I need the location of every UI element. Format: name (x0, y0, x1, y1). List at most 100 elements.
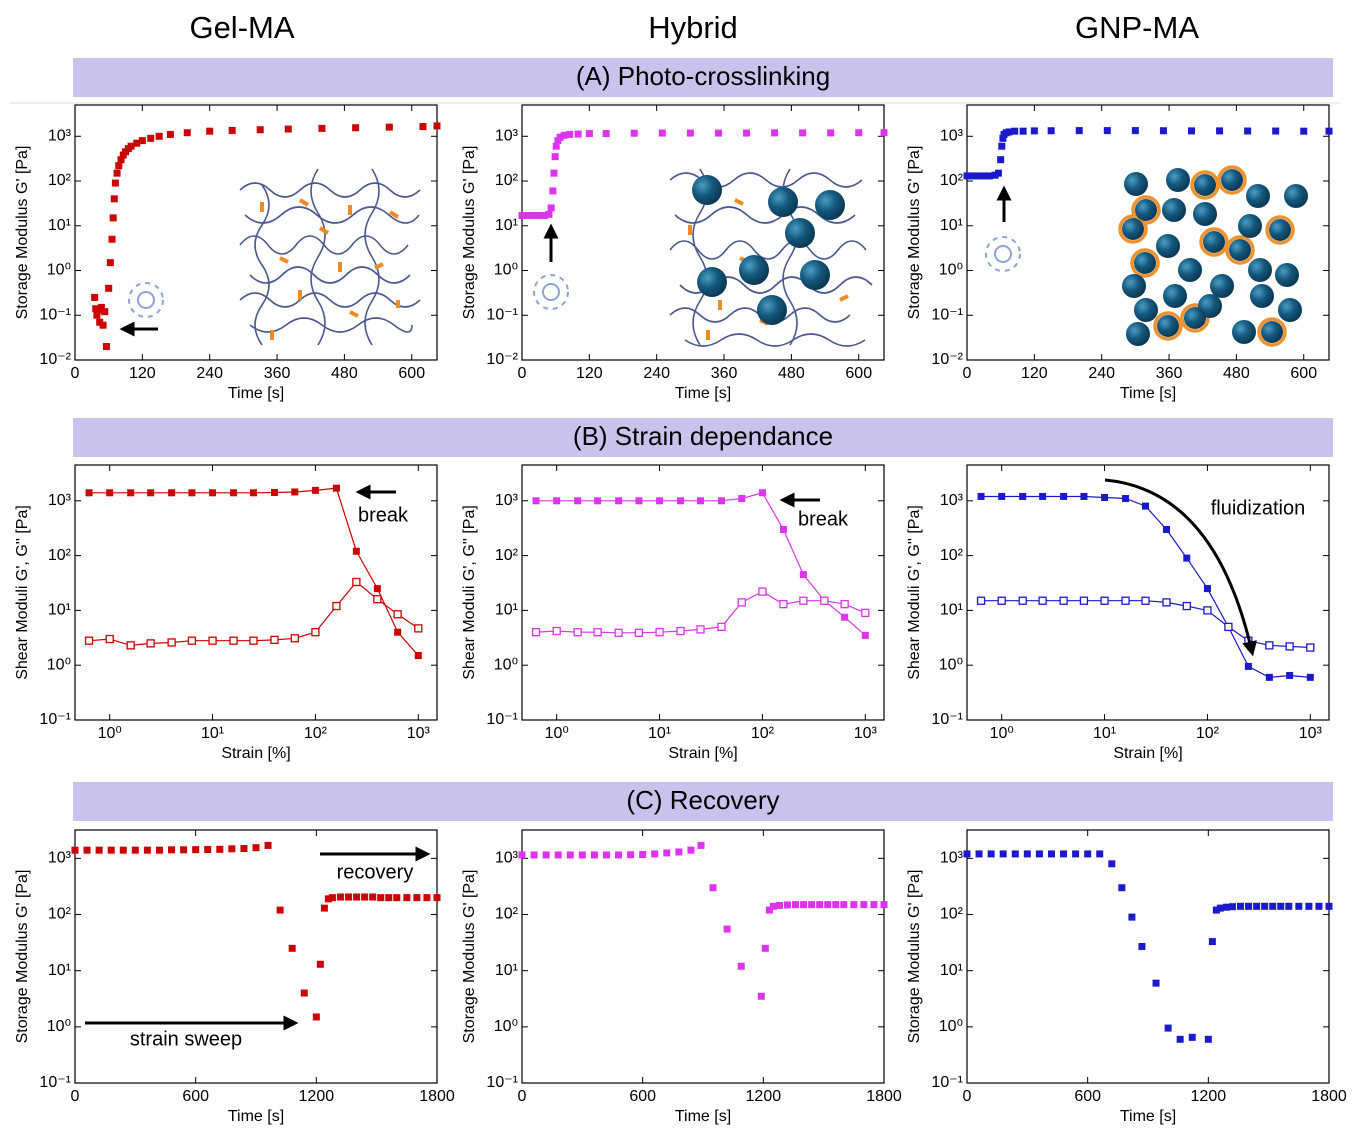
data-point (1036, 850, 1043, 857)
x-tick-label: 360 (711, 365, 738, 382)
data-point (374, 585, 381, 592)
data-point (168, 489, 175, 496)
data-point (1048, 850, 1055, 857)
data-point (759, 489, 766, 496)
data-point (574, 629, 581, 636)
data-point (675, 848, 682, 855)
x-tick-label: 0 (518, 1088, 527, 1105)
data-point (265, 842, 272, 849)
data-point (1277, 903, 1284, 910)
data-point (353, 548, 360, 555)
data-point (567, 851, 574, 858)
data-point (1272, 128, 1279, 135)
y-tick-label: 10⁻² (39, 351, 71, 368)
data-point (86, 637, 93, 644)
data-point (1205, 1036, 1212, 1043)
data-point (1261, 903, 1268, 910)
data-point (103, 343, 110, 350)
x-tick-label: 10³ (407, 725, 431, 742)
x-tick-label: 600 (629, 1088, 656, 1105)
data-point (374, 596, 381, 603)
data-point (1229, 903, 1236, 910)
data-point (738, 495, 745, 502)
data-point (1122, 495, 1129, 502)
data-point (1104, 127, 1111, 134)
data-point (1305, 903, 1312, 910)
data-point (677, 497, 684, 504)
x-tick-label: 10⁰ (990, 725, 1014, 742)
x-tick-label: 10¹ (201, 725, 224, 742)
data-point (329, 894, 336, 901)
data-point (206, 128, 213, 135)
x-tick-label: 10² (304, 725, 328, 742)
data-point (285, 126, 292, 133)
data-point (180, 846, 187, 853)
data-point (771, 129, 778, 136)
data-point (591, 851, 598, 858)
row-title: (B) Strain dependance (573, 421, 833, 451)
data-point (964, 850, 971, 857)
data-point (566, 131, 573, 138)
y-axis-title: Storage Modulus G' [Pa] (14, 870, 31, 1044)
data-point (1165, 1025, 1172, 1032)
data-point (639, 851, 646, 858)
data-point (1285, 903, 1292, 910)
y-tick-label: 10² (940, 906, 964, 923)
y-tick-label: 10⁻² (931, 351, 963, 368)
y-tick-label: 10³ (940, 127, 964, 144)
data-point (862, 609, 869, 616)
x-axis-title: Time [s] (675, 1108, 731, 1125)
data-point (998, 493, 1005, 500)
y-axis-title: Storage Modulus G' [Pa] (906, 870, 923, 1044)
x-tick-label: 600 (182, 1088, 209, 1105)
data-point (841, 601, 848, 608)
data-point (1286, 643, 1293, 650)
uv-light-icon (129, 283, 163, 317)
data-point (1177, 1036, 1184, 1043)
data-point (1183, 555, 1190, 562)
y-tick-label: 10³ (940, 492, 964, 509)
data-point (1101, 597, 1108, 604)
data-point (250, 637, 257, 644)
data-point (718, 497, 725, 504)
data-point (1132, 127, 1139, 134)
data-point (800, 901, 807, 908)
y-tick-label: 10³ (48, 127, 72, 144)
data-point (724, 926, 731, 933)
data-point (106, 636, 113, 643)
data-point (519, 851, 526, 858)
data-point (1163, 599, 1170, 606)
data-point (1266, 642, 1273, 649)
data-point (1039, 597, 1046, 604)
x-tick-label: 1800 (866, 1088, 902, 1105)
data-point (780, 526, 787, 533)
annotation: recovery (337, 861, 414, 883)
y-tick-label: 10² (495, 172, 519, 189)
y-tick-label: 10² (495, 906, 519, 923)
x-tick-label: 0 (963, 1088, 972, 1105)
data-point (1122, 597, 1129, 604)
x-tick-label: 240 (643, 365, 670, 382)
data-point (808, 901, 815, 908)
data-point (188, 637, 195, 644)
data-point (434, 894, 441, 901)
data-point (784, 901, 791, 908)
annotation: break (358, 504, 409, 526)
y-tick-label: 10⁻¹ (486, 306, 518, 323)
data-point (780, 601, 787, 608)
data-point (108, 847, 115, 854)
y-tick-label: 10¹ (940, 602, 963, 619)
row-title: (C) Recovery (626, 785, 779, 815)
data-point (1076, 127, 1083, 134)
x-tick-label: 10³ (1299, 725, 1323, 742)
data-point (543, 851, 550, 858)
y-tick-label: 10⁰ (494, 1018, 518, 1035)
plot-frame (75, 465, 437, 720)
data-point (257, 126, 264, 133)
x-tick-label: 360 (1156, 365, 1183, 382)
data-point (710, 884, 717, 891)
data-point (870, 901, 877, 908)
data-point (1216, 127, 1223, 134)
data-point (277, 907, 284, 914)
data-point (978, 597, 985, 604)
